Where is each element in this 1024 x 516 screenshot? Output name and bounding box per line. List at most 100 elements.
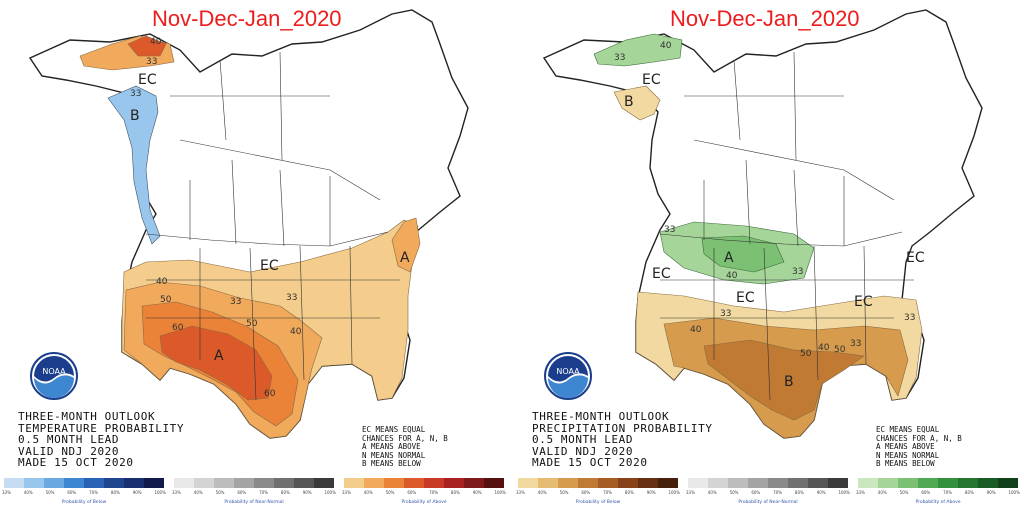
scale-swatch: [858, 478, 878, 488]
scale-tick-label: 90%: [816, 490, 826, 495]
scale-color-bar: [688, 478, 848, 488]
legend-note-line: B MEANS BELOW: [362, 459, 421, 469]
scale-tick-label: 70%: [89, 490, 99, 495]
scale-tick-label: 80%: [964, 490, 974, 495]
scale-ticks: 33% 40% 50% 60% 70% 80% 90% 100%: [2, 490, 166, 495]
scale-swatch: [444, 478, 464, 488]
logo-text: NOAA: [556, 367, 580, 376]
scale-tick-label: 90%: [472, 490, 482, 495]
legend-note: EC MEANS EQUAL CHANCES FOR A, N, B A MEA…: [362, 425, 448, 469]
scale-swatch: [64, 478, 84, 488]
scale-color-bar: [174, 478, 334, 488]
scale-swatch: [958, 478, 978, 488]
isoline-label: 40: [290, 327, 302, 337]
scale-swatch: [808, 478, 828, 488]
info-line: MADE 15 OCT 2020: [532, 456, 648, 469]
isoline-label: 33: [286, 293, 297, 303]
scale-ticks: 33% 40% 50% 60% 70% 80% 90% 100%: [856, 490, 1020, 495]
scale-tick-label: 50%: [45, 490, 55, 495]
scale-tick-label: 50%: [729, 490, 739, 495]
scale-ticks: 33% 40% 50% 60% 70% 80% 90% 100%: [342, 490, 506, 495]
political-borders: [145, 51, 400, 401]
scale-tick-label: 90%: [986, 490, 996, 495]
scale-tick-label: 60%: [921, 490, 931, 495]
region-label-ec-north: EC: [260, 258, 279, 274]
scale-swatch: [938, 478, 958, 488]
region-label-above-north: A: [724, 250, 734, 266]
scale-ticks: 33% 40% 50% 60% 70% 80% 90% 100%: [686, 490, 850, 495]
scale-caption: Probability of Below: [61, 500, 107, 505]
scale-tick-label: 100%: [668, 490, 680, 495]
scale-swatch: [978, 478, 998, 488]
scale-swatch: [144, 478, 164, 488]
outlook-info: THREE-MONTH OUTLOOK TEMPERATURE PROBABIL…: [18, 411, 184, 469]
scale-tick-label: 80%: [280, 490, 290, 495]
scale-tick-label: 100%: [1008, 490, 1020, 495]
legend-note-line: N MEANS NORMAL: [876, 450, 940, 460]
isoline-label: 40: [150, 37, 162, 47]
scale-swatch: [788, 478, 808, 488]
above-normal-region-north-core: [701, 235, 785, 273]
scale-swatch: [878, 478, 898, 488]
noaa-logo-icon: NOAA: [544, 352, 592, 400]
scale-swatch: [314, 478, 334, 488]
probability-scales: 33% 40% 50% 60% 70% 80% 90% 100% Probability of …: [514, 476, 1024, 514]
region-label-ec-east: EC: [854, 294, 873, 310]
isoline-label: 33: [130, 89, 141, 99]
scale-tick-label: 70%: [429, 490, 439, 495]
region-label-ec-alaska: EC: [138, 72, 157, 88]
scale-tick-label: 60%: [237, 490, 247, 495]
isoline-label: 50: [160, 295, 172, 305]
above-normal-region-northeast: [391, 217, 421, 273]
isoline-label: 33: [850, 339, 861, 349]
scale-caption: Probability of Near-Normal: [738, 500, 798, 505]
info-line: VALID NDJ 2020: [532, 444, 634, 458]
above-normal-region-60: [159, 325, 273, 401]
scale-tick-label: 90%: [132, 490, 142, 495]
scale-swatch: [464, 478, 484, 488]
scale-tick-label: 33%: [686, 490, 695, 495]
isoline-label: 33: [230, 297, 241, 307]
scale-tick-label: 100%: [494, 490, 506, 495]
isoline-label: 33: [904, 313, 915, 323]
info-line: THREE-MONTH OUTLOOK: [532, 410, 670, 423]
scale-near-normal: 33% 40% 50% 60% 70% 80% 90% 100% Probability of …: [172, 476, 336, 510]
region-label-above-northeast: A: [400, 250, 410, 266]
scale-swatch: [254, 478, 274, 488]
isoline-label: 60: [264, 389, 276, 399]
scale-tick-label: 60%: [751, 490, 761, 495]
legend-note-line: CHANCES FOR A, N, B: [362, 433, 448, 443]
scale-swatch: [4, 478, 24, 488]
scale-tick-label: 33%: [856, 490, 865, 495]
isoline-label: 50: [800, 349, 812, 359]
noaa-logo-icon: NOAA: [30, 352, 78, 400]
precipitation-outlook-map: EC B A EC EC EC EC B 40 33 33 33 40 33 4…: [542, 9, 983, 439]
info-line: VALID NDJ 2020: [18, 444, 120, 458]
below-normal-region-coast: [613, 85, 661, 121]
scale-tick-label: 80%: [624, 490, 634, 495]
scale-swatch: [404, 478, 424, 488]
legend-note-line: N MEANS NORMAL: [362, 450, 426, 460]
isoline-label: 40: [818, 343, 830, 353]
scale-swatch: [194, 478, 214, 488]
scale-above: 33% 40% 50% 60% 70% 80% 90% 100% Probability of …: [342, 476, 506, 510]
below-normal-region-50: [703, 339, 865, 421]
scale-ticks: 33% 40% 50% 60% 70% 80% 90% 100%: [516, 490, 680, 495]
scale-tick-label: 60%: [407, 490, 417, 495]
region-label-below-coast: B: [130, 108, 140, 124]
isoline-label: 33: [792, 267, 803, 277]
scale-swatch: [44, 478, 64, 488]
isoline-label: 33: [720, 309, 731, 319]
scale-swatch: [424, 478, 444, 488]
scale-swatch: [294, 478, 314, 488]
legend-note-line: A MEANS ABOVE: [362, 442, 421, 452]
scale-swatch: [174, 478, 194, 488]
above-normal-region-alaska-core: [127, 35, 167, 57]
scale-swatch: [658, 478, 678, 488]
above-normal-region-alaska: [593, 33, 683, 67]
scale-tick-label: 33%: [2, 490, 11, 495]
scale-color-bar: [4, 478, 164, 488]
legend-note-line: EC MEANS EQUAL: [362, 425, 426, 434]
scale-swatch: [728, 478, 748, 488]
outlook-info: THREE-MONTH OUTLOOK PRECIPITATION PROBAB…: [532, 411, 713, 469]
